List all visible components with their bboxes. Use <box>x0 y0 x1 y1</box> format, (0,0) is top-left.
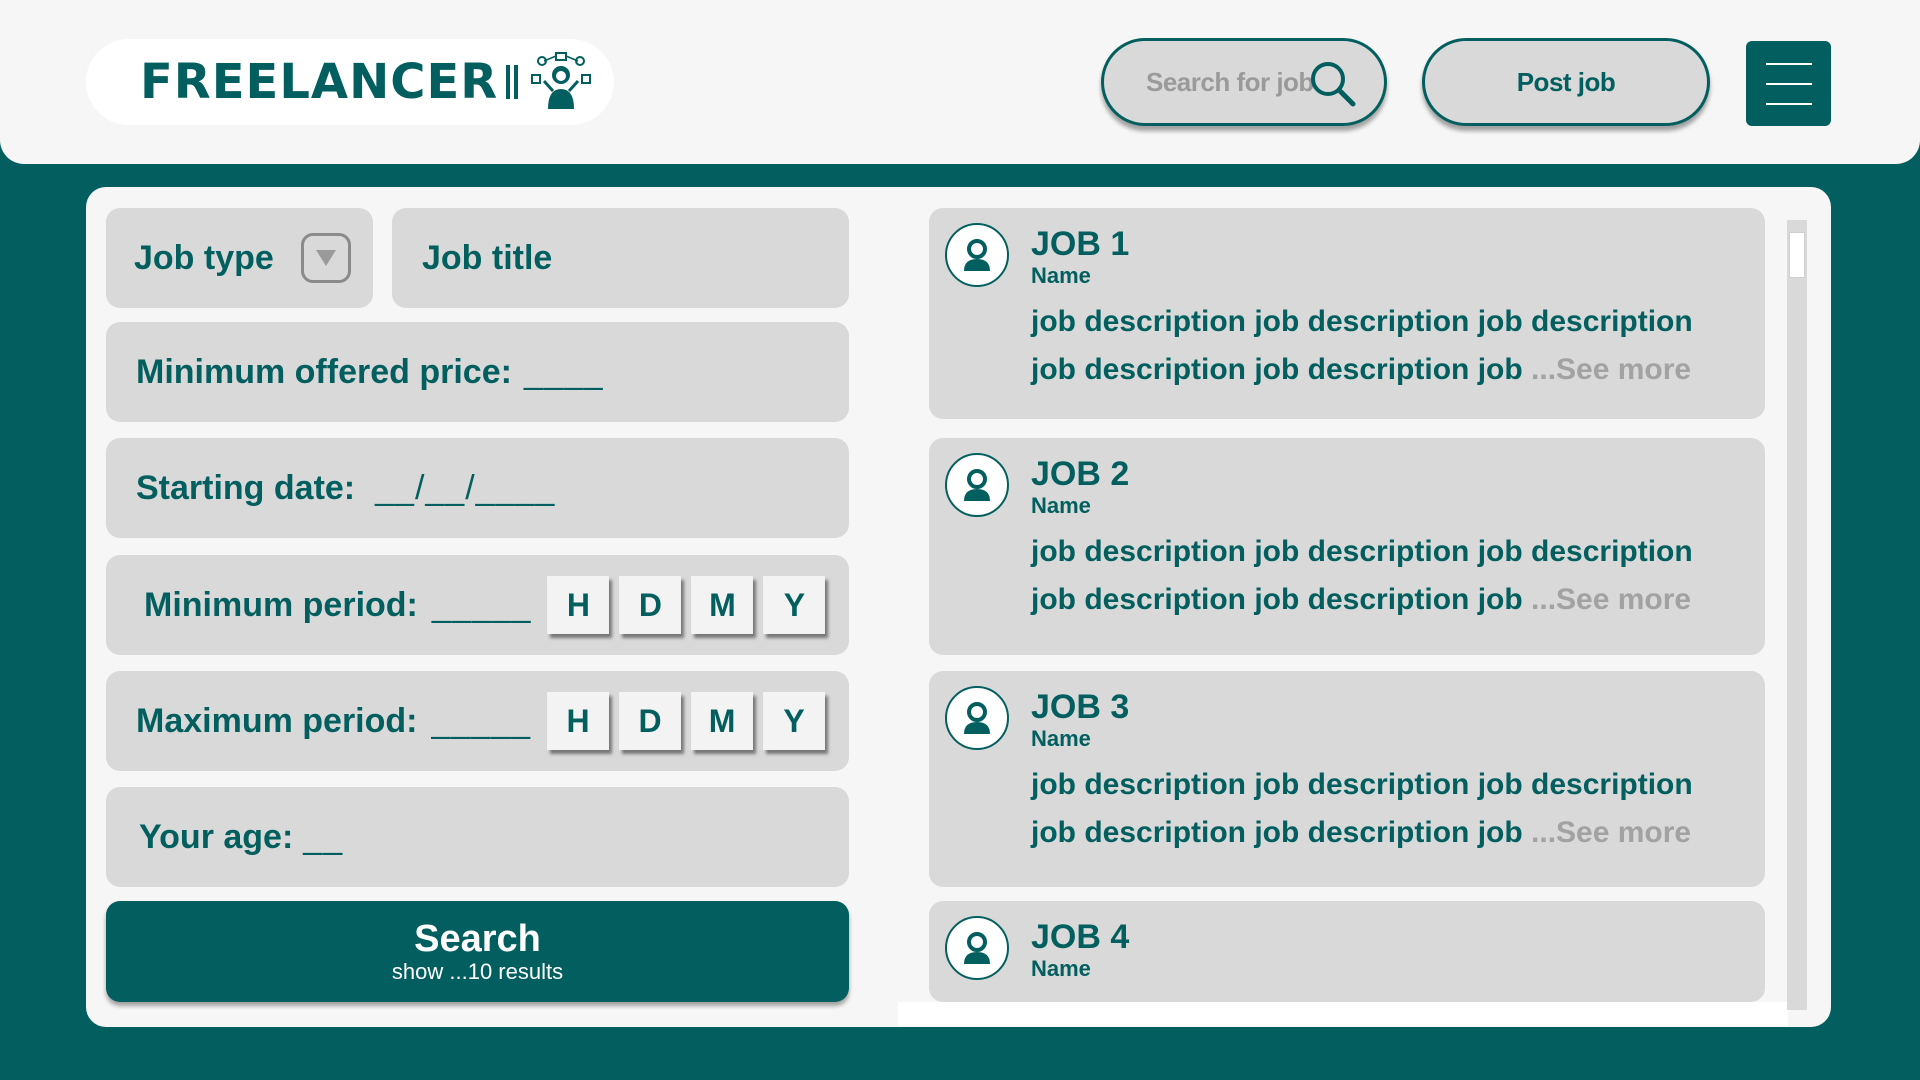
logo[interactable]: FREELANCER <box>86 39 614 125</box>
unit-days-button[interactable]: D <box>619 692 682 750</box>
unit-years-button[interactable]: Y <box>763 576 826 634</box>
unit-days-button[interactable]: D <box>619 576 682 634</box>
unit-months-button[interactable]: M <box>691 576 754 634</box>
start-date-value[interactable]: __/__/____ <box>375 468 556 507</box>
job-title-input[interactable]: Job title <box>392 208 849 308</box>
unit-hours-button[interactable]: H <box>547 692 610 750</box>
main-panel: Job type Job title Minimum offered price… <box>86 187 1831 1027</box>
job-description: job description job description job desc… <box>1031 535 1693 616</box>
menu-icon[interactable] <box>1746 41 1831 126</box>
min-period-label: Minimum period: <box>144 585 418 624</box>
top-header: FREELANCER Search for job Post job <box>0 0 1920 164</box>
job-type-label: Job type <box>134 238 274 277</box>
start-date-label: Starting date: <box>136 468 356 507</box>
scrollbar-track[interactable] <box>1787 220 1807 1010</box>
job-name: Name <box>1031 263 1091 288</box>
job-card[interactable]: JOB 4 Name <box>929 901 1765 1002</box>
post-job-button[interactable]: Post job <box>1422 38 1710 126</box>
freelancer-logo-icon <box>531 52 592 109</box>
max-period-field[interactable]: Maximum period: _____ H D M Y <box>106 671 849 771</box>
age-value[interactable]: __ <box>303 817 344 856</box>
min-price-value[interactable]: ____ <box>523 352 604 391</box>
job-description: job description job description job desc… <box>1031 768 1693 849</box>
search-results-count: show ...10 results <box>391 958 564 984</box>
list-fade <box>898 1002 1788 1027</box>
max-period-label: Maximum period: <box>136 701 418 740</box>
min-period-units: H D M Y <box>547 576 826 634</box>
min-period-field[interactable]: Minimum period: _____ H D M Y <box>106 555 849 655</box>
logo-bars <box>506 65 519 99</box>
start-date-field[interactable]: Starting date: __/__/____ <box>106 438 849 538</box>
age-label: Your age: <box>139 817 294 856</box>
job-title-label: Job title <box>422 238 553 277</box>
search-placeholder: Search for job <box>1146 66 1314 97</box>
job-card[interactable]: JOB 2 Name job description job descripti… <box>929 438 1765 655</box>
min-price-field[interactable]: Minimum offered price: ____ <box>106 322 849 422</box>
user-icon <box>945 916 1009 980</box>
unit-years-button[interactable]: Y <box>763 692 826 750</box>
user-icon <box>945 453 1009 517</box>
header-search-input[interactable]: Search for job <box>1101 38 1387 126</box>
user-icon <box>945 223 1009 287</box>
job-card[interactable]: JOB 3 Name job description job descripti… <box>929 671 1765 887</box>
see-more-link[interactable]: ...See more <box>1531 816 1692 849</box>
max-period-value[interactable]: _____ <box>431 701 532 740</box>
unit-hours-button[interactable]: H <box>547 576 610 634</box>
dropdown-icon[interactable] <box>301 233 351 283</box>
job-name: Name <box>1031 493 1091 518</box>
job-name: Name <box>1031 726 1091 751</box>
job-title[interactable]: JOB 1 <box>1031 225 1130 263</box>
job-description: job description job description job desc… <box>1031 305 1693 386</box>
age-field[interactable]: Your age: __ <box>106 787 849 887</box>
scrollbar-thumb[interactable] <box>1789 232 1805 278</box>
user-icon <box>945 686 1009 750</box>
job-title[interactable]: JOB 2 <box>1031 455 1130 493</box>
logo-text: FREELANCER <box>140 54 499 110</box>
min-price-label: Minimum offered price: <box>136 352 512 391</box>
job-name: Name <box>1031 956 1091 981</box>
min-period-value[interactable]: _____ <box>431 585 532 624</box>
max-period-units: H D M Y <box>547 692 826 750</box>
job-title[interactable]: JOB 4 <box>1031 918 1130 956</box>
search-button[interactable]: Search show ...10 results <box>106 901 849 1002</box>
search-button-label: Search <box>414 917 541 960</box>
see-more-link[interactable]: ...See more <box>1531 583 1692 616</box>
unit-months-button[interactable]: M <box>691 692 754 750</box>
job-title[interactable]: JOB 3 <box>1031 688 1130 726</box>
see-more-link[interactable]: ...See more <box>1531 353 1692 386</box>
job-card[interactable]: JOB 1 Name job description job descripti… <box>929 208 1765 419</box>
search-icon[interactable] <box>1308 59 1358 109</box>
job-type-dropdown[interactable]: Job type <box>106 208 373 308</box>
